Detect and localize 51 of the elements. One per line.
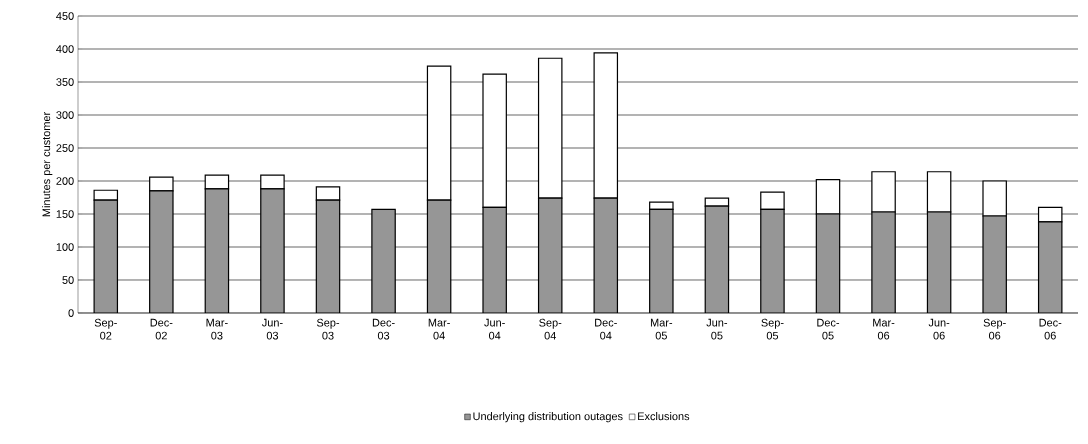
y-tick-label: 450 (56, 12, 74, 20)
y-tick-label: 200 (56, 177, 74, 185)
bar (1037, 221, 1063, 313)
bar (93, 199, 119, 313)
x-tick-label: Dec-06 (1039, 318, 1062, 340)
bar (371, 208, 396, 313)
bar (260, 188, 285, 313)
x-tick-label: Mar-04 (428, 318, 450, 340)
bar (204, 188, 230, 313)
legend-label: Underlying distribution outages (473, 412, 623, 423)
bar (926, 211, 952, 313)
x-tick-label: Dec-05 (817, 318, 840, 340)
y-tick-label: 300 (56, 111, 74, 119)
y-tick-label: 100 (56, 243, 74, 251)
bar (593, 197, 619, 313)
x-tick-label: Sep-06 (983, 318, 1006, 340)
y-tick-label: 250 (56, 144, 74, 152)
x-tick-label: Sep-03 (316, 318, 340, 340)
y-tick-label: 400 (56, 45, 74, 53)
x-tick-label: Jun-04 (484, 318, 505, 340)
bar (815, 213, 841, 313)
bar (871, 211, 896, 313)
x-tick-label: Dec-04 (595, 318, 617, 340)
x-tick-label: Mar-03 (206, 318, 228, 340)
bar (537, 197, 563, 313)
x-tick-label: Mar-05 (650, 318, 673, 340)
y-tick-label: 350 (56, 78, 74, 86)
x-tick-label: Jun-05 (706, 318, 728, 340)
bar (760, 191, 785, 210)
y-axis-title: Minutes per customer (42, 112, 53, 217)
bar (982, 215, 1007, 313)
x-tick-label: Dec-02 (150, 318, 173, 340)
y-tick-label: 50 (62, 276, 74, 284)
bar (649, 201, 674, 210)
bar (149, 190, 174, 313)
bar (315, 199, 341, 313)
y-tick-label: 150 (56, 210, 74, 218)
legend-label: Exclusions (638, 412, 690, 421)
bar (426, 199, 452, 313)
x-tick-label: Dec-03 (372, 318, 395, 340)
x-tick-label: Sep-05 (761, 318, 784, 340)
bar (760, 208, 785, 313)
bar (649, 208, 674, 313)
x-tick-label: Jun-06 (928, 318, 950, 340)
bar (704, 205, 730, 313)
y-tick-label: 0 (68, 309, 74, 317)
x-tick-label: Mar-06 (873, 318, 895, 340)
x-tick-label: Sep-02 (94, 318, 117, 340)
x-tick-label: Jun-03 (261, 318, 283, 340)
x-tick-label: Sep-04 (539, 318, 562, 340)
bar (482, 206, 507, 313)
